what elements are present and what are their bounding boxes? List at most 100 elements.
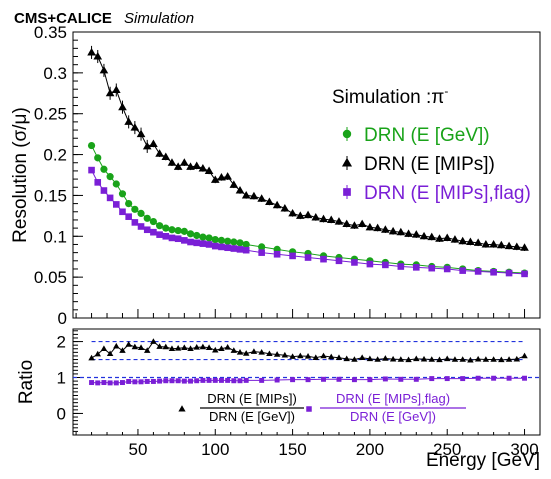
ratio-data-point xyxy=(467,356,474,363)
ratio-data-point xyxy=(218,377,224,383)
data-point xyxy=(230,238,238,246)
data-point xyxy=(118,190,127,198)
ratio-data-point xyxy=(389,355,397,362)
x-tick-label: 100 xyxy=(201,440,229,459)
data-point xyxy=(199,240,207,247)
data-point xyxy=(458,236,468,245)
data-point xyxy=(198,163,208,172)
ratio-data-point xyxy=(397,356,405,362)
y-tick-label: 0 xyxy=(58,309,67,328)
data-point xyxy=(304,254,312,261)
ratio-data-point xyxy=(169,378,175,384)
ratio-data-point xyxy=(194,378,200,384)
ratio-data-point xyxy=(188,378,193,384)
resolution-y-label: Resolution (σ/μ) xyxy=(10,107,31,243)
data-point xyxy=(481,239,491,248)
data-point xyxy=(131,219,139,226)
ratio-data-point xyxy=(119,347,126,353)
ratio-data-point xyxy=(157,378,163,384)
ratio-data-point xyxy=(193,343,200,350)
data-point xyxy=(204,166,214,174)
figure-header-bold: CMS+CALICE xyxy=(14,10,112,27)
data-point xyxy=(143,214,151,222)
ratio-data-point xyxy=(490,356,497,362)
resolution-y-axis: 0 0.05 0.1 0.15 0.2 0.25 0.3 0.35 xyxy=(34,23,83,328)
ratio-data-point xyxy=(199,343,207,350)
ratio-data-point xyxy=(398,376,404,382)
figure-header-italic: Simulation xyxy=(124,10,194,27)
data-point xyxy=(497,240,506,249)
data-point xyxy=(427,232,437,241)
ratio-data-point xyxy=(95,380,101,386)
resolution-legend: Simulation :π- DRN (E [GeV]) DRN (E [MIPs… xyxy=(332,84,531,204)
data-point xyxy=(125,200,133,208)
data-point xyxy=(489,239,498,248)
y-tick-label: 0.2 xyxy=(43,146,67,165)
ratio-series-square xyxy=(89,375,528,386)
ratio-data-point xyxy=(113,342,120,349)
data-point xyxy=(150,228,157,236)
data-point xyxy=(419,231,429,240)
data-point xyxy=(428,264,436,272)
data-point xyxy=(242,240,250,249)
ratio-data-point xyxy=(125,341,132,347)
data-point xyxy=(373,223,382,232)
ratio-y-axis: 0 1 2 xyxy=(57,330,83,432)
data-point xyxy=(218,243,225,251)
data-point xyxy=(521,270,528,278)
data-point xyxy=(397,263,405,270)
ratio-data-point xyxy=(459,356,466,362)
ratio-data-point xyxy=(242,350,250,356)
data-point xyxy=(162,232,170,240)
ratio-data-point xyxy=(521,352,528,359)
data-point xyxy=(504,241,514,250)
series-square xyxy=(88,166,528,278)
ratio-data-point xyxy=(475,375,481,381)
y-tick-label: 0.15 xyxy=(34,186,67,205)
ratio-data-point xyxy=(187,345,194,352)
ratio-data-point xyxy=(351,377,357,383)
ratio-data-point xyxy=(451,356,459,362)
data-point xyxy=(131,205,139,213)
data-point xyxy=(137,223,145,230)
ratio-legend: DRN (E [MIPs]) DRN (E [GeV]) DRN (E [MIPs]… xyxy=(178,391,466,424)
ratio-data-point xyxy=(522,375,528,381)
ratio-data-point xyxy=(89,380,95,386)
data-point xyxy=(137,209,145,218)
ratio-data-point xyxy=(212,346,219,353)
ratio-data-point xyxy=(230,347,238,353)
data-point xyxy=(229,180,239,188)
data-point xyxy=(106,194,114,202)
ratio-legend-numerator: DRN (E [MIPs]) xyxy=(207,391,297,406)
ratio-data-point xyxy=(132,379,138,385)
data-point xyxy=(199,233,207,241)
data-point xyxy=(435,234,444,242)
ratio-data-point xyxy=(281,351,289,358)
data-point xyxy=(106,173,114,181)
ratio-data-point xyxy=(181,344,188,350)
ratio-data-point xyxy=(131,343,139,350)
ratio-data-point xyxy=(143,347,151,353)
ratio-data-point xyxy=(150,338,157,344)
data-point xyxy=(181,237,188,244)
ratio-data-point xyxy=(460,376,466,382)
ratio-data-point xyxy=(382,355,389,361)
ratio-data-point xyxy=(137,344,145,350)
ratio-data-point xyxy=(88,354,95,361)
data-point xyxy=(224,244,231,252)
ratio-data-point xyxy=(405,356,412,363)
series-line xyxy=(91,52,525,249)
legend-marker xyxy=(343,188,351,196)
ratio-series-triangle xyxy=(88,338,528,363)
data-point xyxy=(280,204,290,212)
y-tick-label: 0.35 xyxy=(34,23,67,42)
data-point xyxy=(411,230,421,238)
data-point xyxy=(168,234,176,242)
ratio-data-point xyxy=(250,348,258,354)
data-point xyxy=(412,264,420,271)
data-point xyxy=(223,172,232,180)
ratio-data-point xyxy=(436,356,443,363)
data-point xyxy=(224,237,232,245)
data-point xyxy=(311,213,321,221)
ratio-data-point xyxy=(150,378,156,384)
